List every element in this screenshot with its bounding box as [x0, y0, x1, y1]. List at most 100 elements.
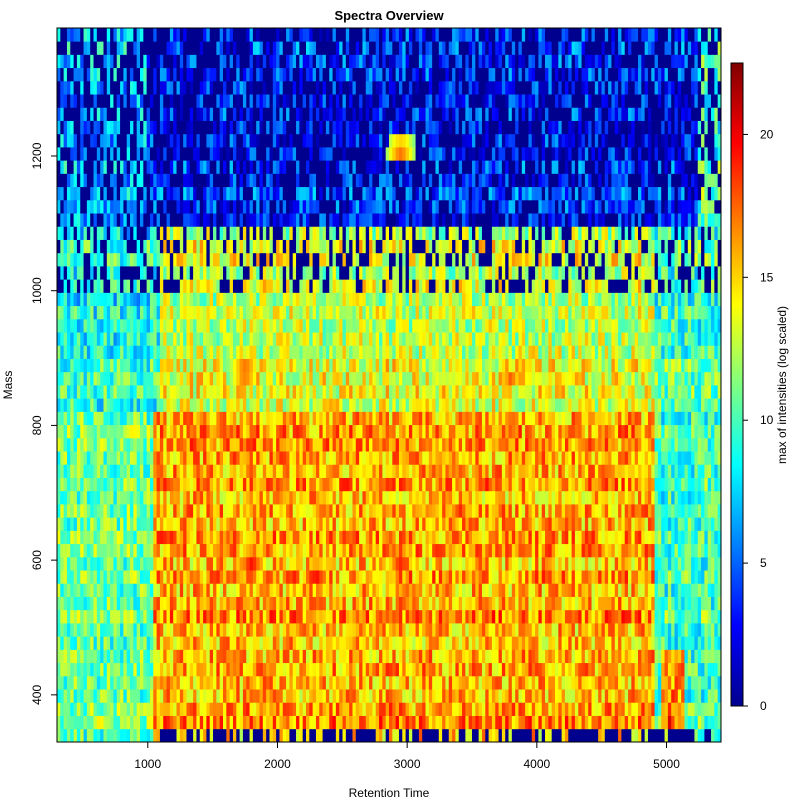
- heatmap-cell: [322, 424, 327, 439]
- heatmap-cell: [335, 702, 340, 716]
- heatmap-cell: [179, 649, 184, 664]
- heatmap-cell: [684, 530, 689, 545]
- heatmap-cell: [448, 477, 453, 492]
- heatmap-cell: [232, 543, 237, 558]
- heatmap-cell: [302, 583, 307, 597]
- heatmap-cell: [342, 464, 347, 478]
- heatmap-cell: [405, 530, 410, 545]
- heatmap-cell: [302, 715, 307, 730]
- heatmap-cell: [545, 530, 549, 545]
- heatmap-cell: [568, 596, 572, 611]
- heatmap-cell: [216, 623, 221, 637]
- heatmap-cell: [458, 464, 463, 478]
- heatmap-cell: [382, 583, 387, 597]
- heatmap-cell: [551, 464, 556, 478]
- heatmap-cell: [223, 451, 227, 465]
- heatmap-cell: [425, 477, 430, 492]
- heatmap-cell: [176, 530, 181, 545]
- heatmap-cell: [76, 636, 81, 650]
- heatmap-cell: [229, 530, 234, 545]
- heatmap-cell: [455, 728, 460, 743]
- heatmap-cell: [73, 556, 78, 571]
- heatmap-cell: [256, 636, 260, 650]
- heatmap-cell: [634, 728, 639, 743]
- heatmap-cell: [641, 556, 646, 571]
- heatmap-cell: [80, 609, 84, 624]
- heatmap-cell: [133, 623, 138, 637]
- heatmap-cell: [332, 411, 337, 426]
- heatmap-cell: [654, 437, 659, 452]
- heatmap-cell: [614, 583, 619, 597]
- heatmap-cell: [73, 583, 78, 597]
- heatmap-cell: [651, 715, 655, 730]
- heatmap-cell: [714, 649, 719, 664]
- heatmap-cell: [438, 556, 443, 571]
- heatmap-cell: [193, 556, 197, 571]
- heatmap-cell: [196, 636, 201, 650]
- heatmap-cell: [345, 437, 350, 452]
- heatmap-cell: [249, 490, 254, 505]
- heatmap-cell: [96, 411, 101, 426]
- heatmap-cell: [249, 543, 254, 558]
- heatmap-cell: [146, 689, 151, 703]
- heatmap-cell: [80, 689, 84, 703]
- heatmap-cell: [415, 504, 420, 518]
- heatmap-cell: [405, 411, 410, 426]
- heatmap-cell: [634, 596, 639, 611]
- heatmap-cell: [594, 504, 599, 518]
- heatmap-cell: [389, 675, 393, 690]
- heatmap-cell: [369, 596, 373, 611]
- heatmap-cell: [621, 556, 626, 571]
- heatmap-cell: [325, 728, 330, 743]
- heatmap-cell: [687, 517, 692, 531]
- heatmap-cell: [276, 543, 280, 558]
- heatmap-cell: [515, 662, 519, 677]
- heatmap-cell: [402, 649, 406, 664]
- heatmap-cell: [266, 504, 270, 518]
- heatmap-cell: [551, 609, 556, 624]
- heatmap-cell: [445, 451, 450, 465]
- heatmap-cell: [677, 504, 682, 518]
- heatmap-cell: [216, 662, 221, 677]
- heatmap-cell: [555, 477, 559, 492]
- heatmap-cell: [199, 543, 204, 558]
- heatmap-cell: [352, 424, 357, 439]
- heatmap-cell: [608, 583, 612, 597]
- heatmap-cell: [163, 662, 167, 677]
- heatmap-cell: [641, 411, 646, 426]
- heatmap-cell: [535, 728, 539, 743]
- heatmap-cell: [452, 689, 456, 703]
- heatmap-cell: [252, 596, 257, 611]
- heatmap-cell: [266, 437, 270, 452]
- heatmap-cell: [528, 675, 533, 690]
- heatmap-cell: [508, 543, 513, 558]
- heatmap-cell: [262, 556, 267, 571]
- heatmap-cell: [495, 424, 499, 439]
- heatmap-cell: [76, 662, 81, 677]
- heatmap-cell: [521, 596, 526, 611]
- heatmap-cell: [179, 543, 184, 558]
- heatmap-cell: [608, 570, 612, 584]
- heatmap-cell: [631, 649, 636, 664]
- heatmap-cell: [276, 530, 280, 545]
- heatmap-cell: [568, 689, 572, 703]
- heatmap-cell: [322, 583, 327, 597]
- heatmap-cell: [262, 596, 267, 611]
- heatmap-cell: [229, 623, 234, 637]
- heatmap-cell: [415, 675, 420, 690]
- heatmap-cell: [478, 649, 483, 664]
- heatmap-cell: [352, 609, 357, 624]
- heatmap-cell: [249, 583, 254, 597]
- heatmap-cell: [452, 702, 456, 716]
- heatmap-cell: [389, 636, 393, 650]
- heatmap-cell: [701, 702, 705, 716]
- heatmap-cell: [422, 728, 426, 743]
- heatmap-cell: [359, 649, 363, 664]
- heatmap-cell: [651, 556, 655, 571]
- heatmap-cell: [259, 504, 264, 518]
- heatmap-cell: [252, 411, 257, 426]
- heatmap-cell: [66, 689, 71, 703]
- heatmap-cell: [511, 543, 516, 558]
- heatmap-cell: [621, 689, 626, 703]
- heatmap-cell: [521, 411, 526, 426]
